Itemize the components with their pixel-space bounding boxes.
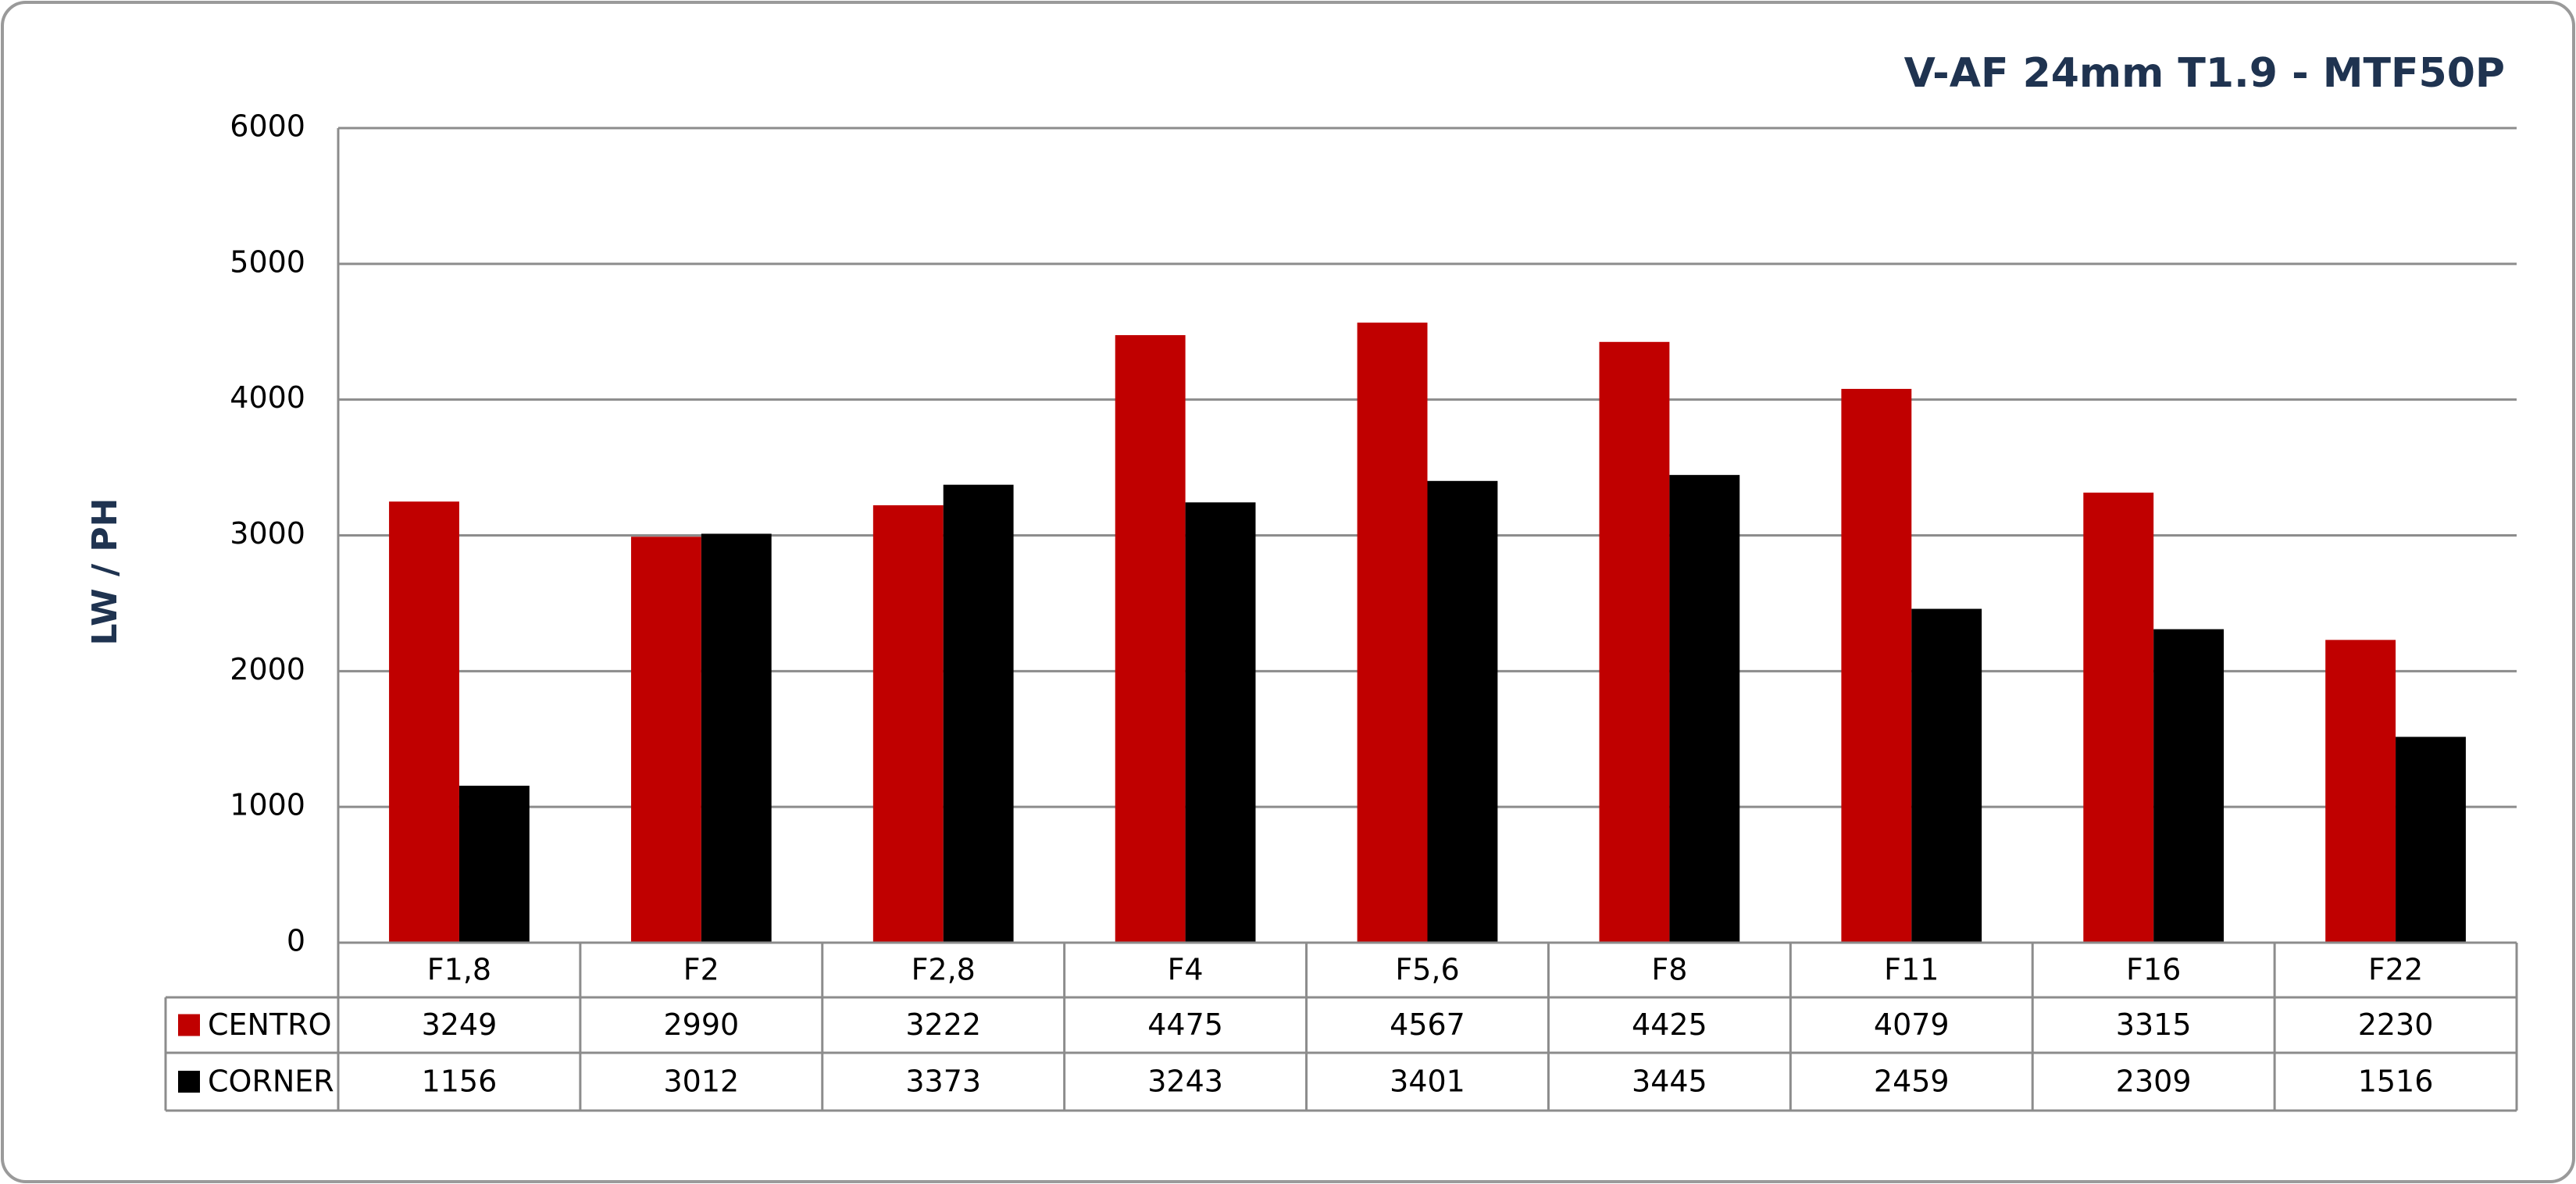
x-tick-label: F8 [1651, 953, 1687, 987]
bar [1115, 335, 1186, 943]
bar [1599, 341, 1670, 943]
bar [630, 537, 701, 943]
bar [1911, 608, 1982, 943]
bar [943, 484, 1014, 943]
x-tick-label: F5,6 [1395, 953, 1459, 987]
bar [701, 533, 772, 943]
y-tick-label: 5000 [230, 244, 305, 279]
bar [389, 501, 459, 943]
table-value: 3243 [1147, 1065, 1223, 1099]
bar [1357, 323, 1428, 943]
y-tick-label: 4000 [230, 380, 305, 415]
x-tick-label: F22 [2368, 953, 2423, 987]
table-value: 1156 [422, 1065, 498, 1099]
table-value: 4425 [1632, 1007, 1707, 1042]
table-value: 3401 [1390, 1065, 1465, 1099]
table-value: 3373 [905, 1065, 981, 1099]
chart-title: V-AF 24mm T1.9 - MTF50P [1904, 50, 2505, 97]
x-tick-label: F2,8 [912, 953, 976, 987]
bar [1427, 480, 1498, 943]
table-value: 2990 [663, 1007, 739, 1042]
bar [872, 505, 944, 943]
table-value: 2230 [2358, 1007, 2434, 1042]
table-value: 3445 [1632, 1065, 1707, 1099]
legend-label: CENTRO [208, 1007, 332, 1042]
bar [1185, 502, 1256, 943]
table-value: 1516 [2358, 1065, 2434, 1099]
table-value: 4567 [1390, 1007, 1465, 1042]
table-value: 2459 [1874, 1065, 1950, 1099]
bar [1669, 475, 1740, 943]
y-tick-label: 0 [287, 924, 305, 958]
y-axis-label: LW / PH [85, 498, 125, 646]
legend-swatch [178, 1071, 200, 1093]
table-value: 4079 [1874, 1007, 1950, 1042]
x-tick-label: F16 [2126, 953, 2181, 987]
bar [2153, 629, 2225, 943]
bar [2083, 492, 2154, 943]
y-tick-label: 2000 [230, 652, 305, 687]
legend-label: CORNER [208, 1065, 334, 1099]
table-value: 3249 [422, 1007, 498, 1042]
table-value: 3012 [663, 1065, 739, 1099]
bar [458, 786, 530, 943]
bar [2325, 640, 2396, 943]
legend-swatch [178, 1014, 200, 1036]
table-value: 3315 [2116, 1007, 2192, 1042]
y-tick-label: 1000 [230, 788, 305, 822]
table-value: 4475 [1147, 1007, 1223, 1042]
x-tick-label: F11 [1884, 953, 1939, 987]
bar [2396, 736, 2466, 943]
bar [1841, 388, 1912, 943]
table-value: 2309 [2116, 1065, 2192, 1099]
x-tick-label: F2 [683, 953, 719, 987]
x-tick-label: F4 [1168, 953, 1204, 987]
x-tick-label: F1,8 [427, 953, 491, 987]
y-tick-label: 3000 [230, 516, 305, 551]
y-tick-label: 6000 [230, 109, 305, 144]
table-value: 3222 [905, 1007, 981, 1042]
